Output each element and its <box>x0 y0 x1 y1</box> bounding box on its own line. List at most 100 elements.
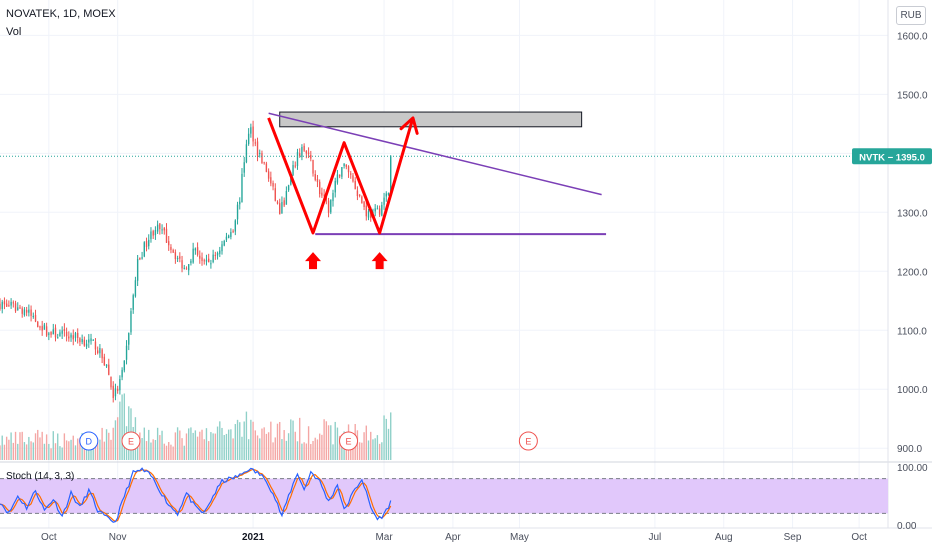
time-axis[interactable]: Oct Nov 2021 Mar Apr May Jul Aug Sep Oct <box>41 532 867 543</box>
candle-body <box>54 327 57 338</box>
candle-body <box>374 208 376 212</box>
volume-bar <box>299 417 301 460</box>
price-tick-label: 1200.0 <box>897 267 928 278</box>
volume-bar <box>23 442 26 460</box>
volume-bar <box>28 436 30 460</box>
volume-bar <box>14 431 17 460</box>
candle-body <box>354 180 356 190</box>
event-circle <box>79 431 99 451</box>
candle-body <box>128 333 130 345</box>
volume-bar <box>390 412 392 460</box>
volume-bar <box>168 442 170 460</box>
candle-body <box>294 165 296 167</box>
candle-body <box>378 208 381 215</box>
volume-bar <box>385 418 387 460</box>
candle-body <box>261 153 263 164</box>
candle-body <box>68 336 70 339</box>
volume-bar <box>370 431 372 460</box>
currency-button[interactable]: RUB <box>896 6 926 25</box>
candle-body <box>152 231 154 236</box>
volume-bar <box>165 445 168 460</box>
price-axis[interactable]: 1600.01500.01400.01300.01200.01100.01000… <box>897 31 928 532</box>
candle-body <box>37 321 39 327</box>
volume-bar <box>70 439 72 460</box>
candle-body <box>210 263 212 265</box>
drawing-annotations[interactable] <box>267 111 607 270</box>
volume-bar <box>221 427 223 460</box>
event-marker[interactable]: D <box>79 431 99 451</box>
event-marker[interactable]: E <box>121 431 141 451</box>
event-marker[interactable]: E <box>339 431 359 451</box>
candle-body <box>165 228 168 243</box>
volume-bar <box>150 442 152 460</box>
event-marker[interactable]: E <box>518 431 538 451</box>
candle-body <box>283 200 285 206</box>
volume-bar <box>296 441 299 460</box>
candle-body <box>50 331 52 335</box>
volume-bar <box>361 442 363 460</box>
volume-bar <box>119 401 121 460</box>
candle-body <box>150 231 152 240</box>
candle-body <box>81 339 83 343</box>
candle-body <box>263 162 265 164</box>
price-tick-label: 1500.0 <box>897 90 928 101</box>
volume-bar <box>279 421 281 460</box>
candle-body <box>141 257 143 259</box>
volume-bar <box>372 439 374 460</box>
volume-bar <box>92 445 94 460</box>
volume-bar <box>307 426 310 460</box>
candle-body <box>12 302 15 304</box>
volume-bar <box>145 441 148 460</box>
last-price-tag-bg <box>852 148 932 165</box>
candle-body <box>318 181 321 195</box>
volume-bar <box>159 435 161 460</box>
volume-bar <box>387 428 390 460</box>
volume-bar <box>210 432 212 460</box>
candle-body <box>8 305 10 307</box>
candle-body <box>227 235 230 239</box>
volume-bar <box>136 439 139 460</box>
volume-bar <box>252 421 254 460</box>
candle-body <box>145 241 148 247</box>
volume-bar <box>148 429 150 460</box>
volume-bar <box>310 444 312 460</box>
up-arrow-icon <box>305 252 322 270</box>
symbol-title[interactable]: NOVATEK, 1D, MOEX <box>6 8 116 20</box>
volume-bar <box>54 443 57 460</box>
volume-bar <box>0 445 1 460</box>
volume-bar <box>205 428 208 460</box>
volume-bar <box>365 425 367 460</box>
volume-bar <box>52 431 54 460</box>
candle-body <box>225 236 228 240</box>
candle-body <box>265 163 268 172</box>
candle-body <box>310 154 312 159</box>
candle-body <box>370 211 372 219</box>
candle-body <box>123 360 126 371</box>
volume-label[interactable]: Vol <box>6 26 22 38</box>
stoch-band <box>0 478 888 514</box>
candle-body <box>267 171 270 179</box>
candle-body <box>163 228 165 231</box>
volume-bar <box>332 444 334 460</box>
candle-body <box>179 256 181 259</box>
volume-bar <box>263 427 265 460</box>
stoch-label[interactable]: Stoch (14, 3, 3) <box>6 471 75 482</box>
candle-body <box>350 173 352 175</box>
candle-body <box>316 178 319 183</box>
event-circle <box>339 431 359 451</box>
candle-body <box>207 258 210 263</box>
volume-bar <box>327 425 330 460</box>
volume-bar <box>196 436 199 460</box>
volume-bar <box>207 441 210 460</box>
volume-bar <box>285 440 288 460</box>
candle-body <box>390 156 392 193</box>
candle-body <box>148 239 150 247</box>
volume-bar <box>239 422 241 460</box>
volume-bar <box>43 443 46 460</box>
candle-body <box>94 341 97 350</box>
price-tick-label: 1100.0 <box>897 326 927 337</box>
candle-body <box>239 201 241 205</box>
candle-body <box>296 152 299 166</box>
volume-bar <box>183 445 185 460</box>
